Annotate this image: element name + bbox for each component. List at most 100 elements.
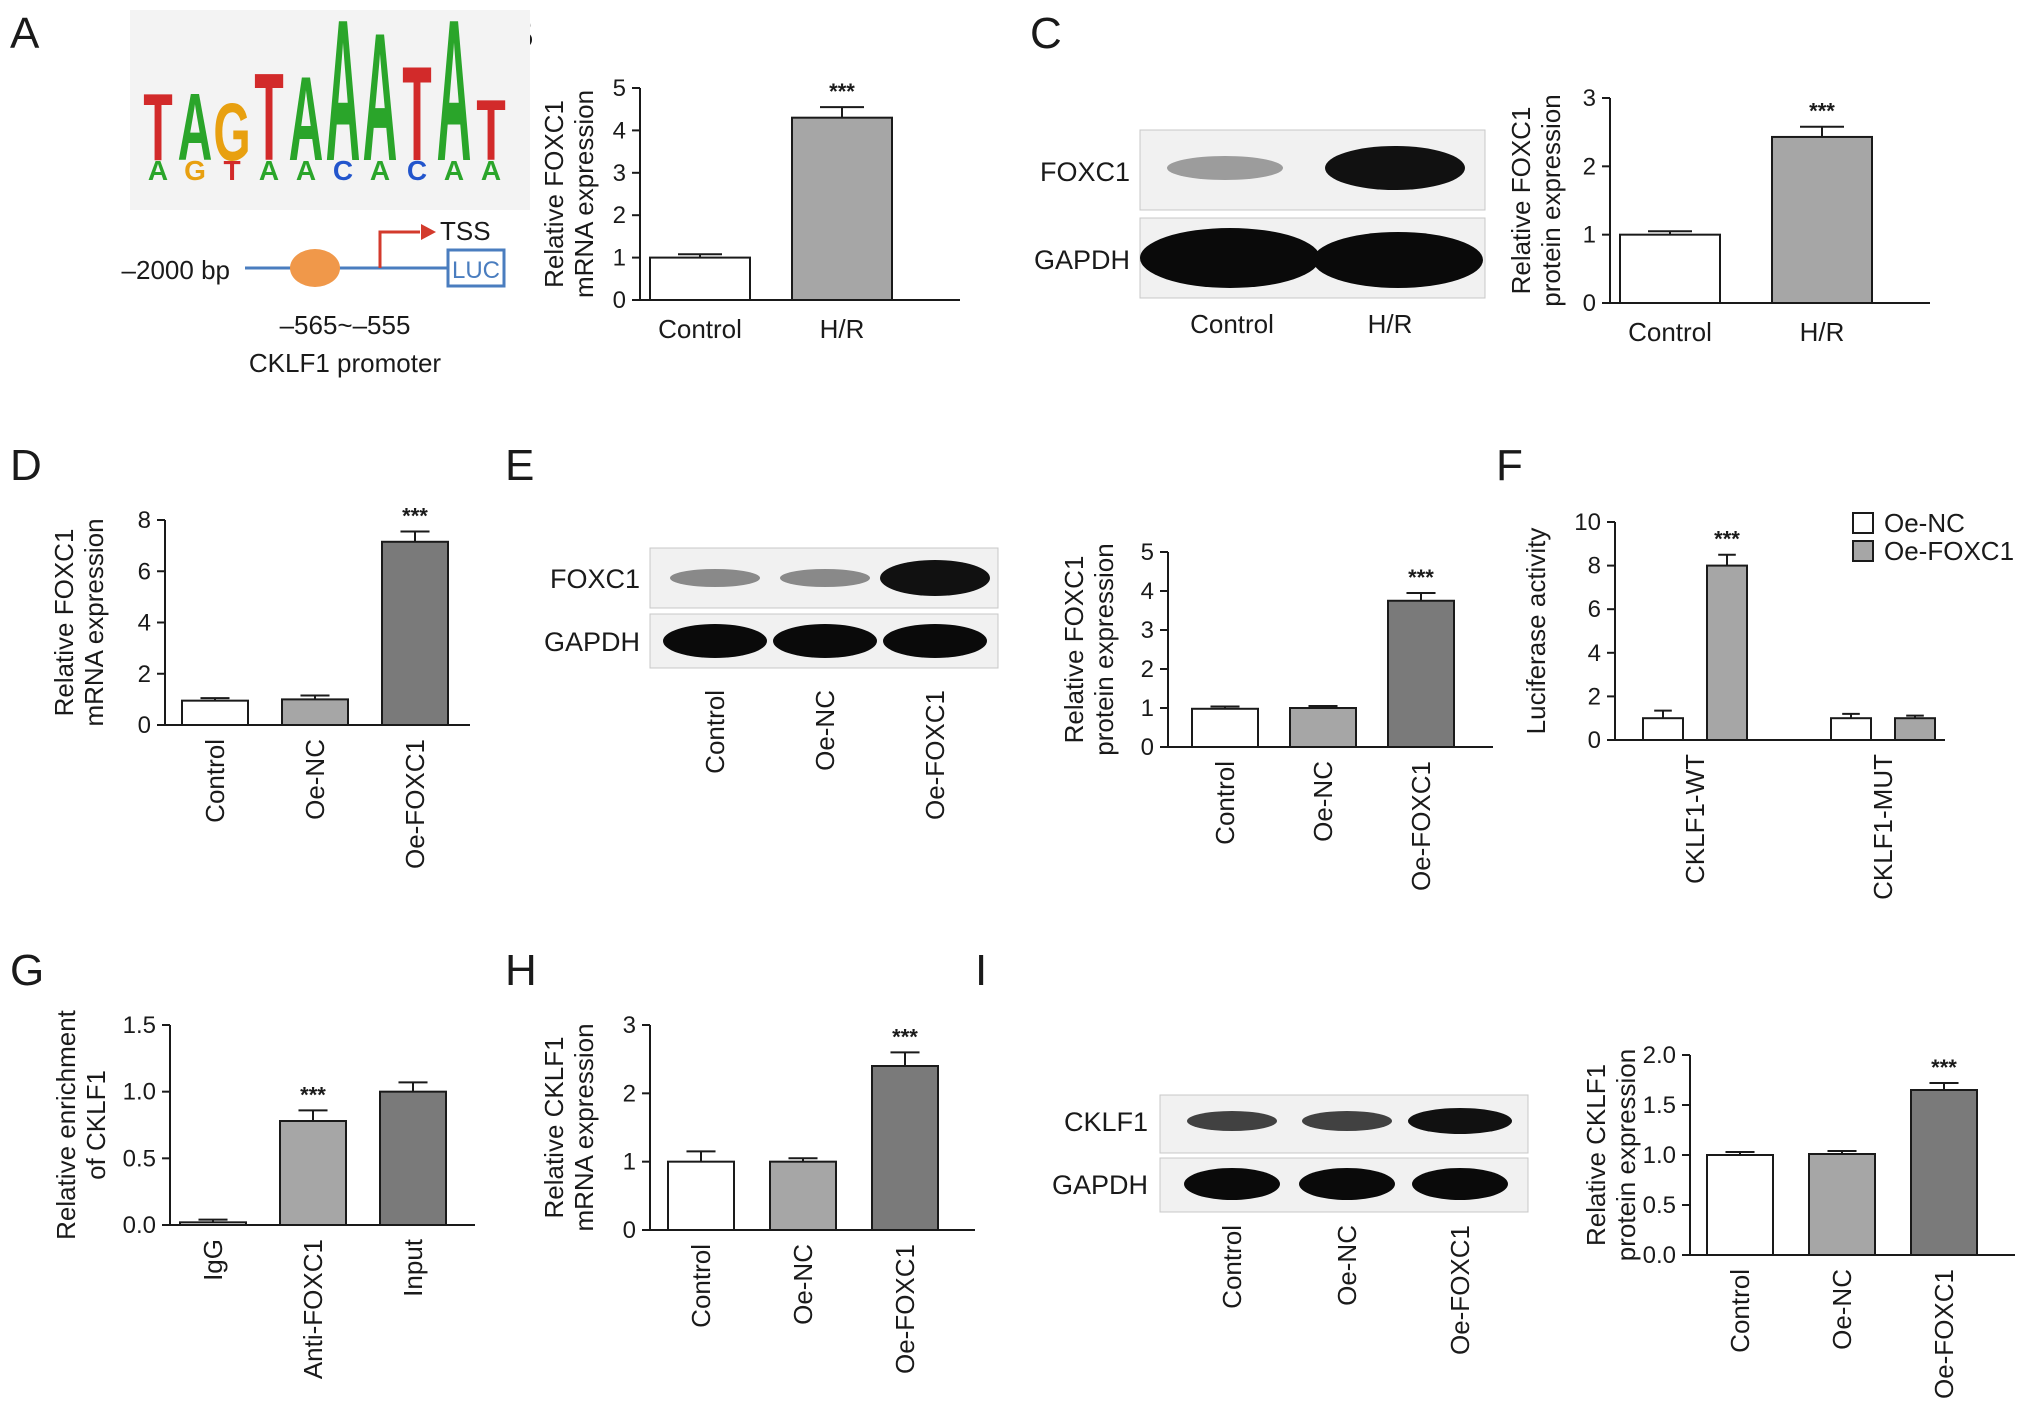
motif-letter: C: [333, 155, 353, 186]
blot-c-row-label: GAPDH: [1034, 245, 1130, 275]
x-tick-label: Control: [200, 739, 230, 823]
y-tick-label: 5: [613, 75, 626, 102]
legend-f: Oe-NC Oe-FOXC1: [1852, 508, 2014, 566]
bar: [1642, 717, 1684, 742]
y-tick-label: 1.5: [1643, 1092, 1676, 1119]
x-tick-label: Anti-FOXC1: [298, 1239, 328, 1379]
x-tick-label: Input: [398, 1238, 428, 1297]
y-tick-label: 0.0: [1643, 1242, 1676, 1269]
y-axis-label: Relative FOXC1: [1506, 107, 1536, 295]
y-tick-label: 0.0: [123, 1212, 156, 1239]
blot-e-row-label: FOXC1: [550, 564, 640, 594]
bar: [379, 1090, 447, 1226]
x-tick-label: IgG: [198, 1239, 228, 1281]
panel-label-d: D: [10, 441, 42, 490]
motif-letter: A: [363, 0, 398, 200]
x-tick-label: Oe-FOXC1: [1406, 761, 1436, 891]
blot-c: FOXC1 GAPDH Control H/R: [1034, 129, 1486, 339]
y-tick-label: 4: [1588, 640, 1601, 667]
blot-i-band: [1302, 1111, 1392, 1131]
chart-d: 0 2 4 6 8 Relative FOXC1 mRNA expression Contro…: [49, 504, 470, 869]
x-tick-label: Oe-FOXC1: [890, 1244, 920, 1374]
panel-a: TA AG GT TA AA AC AA TC AA TA TSS LUC –2000 bp –5…: [122, 0, 530, 378]
x-tick-label: Oe-NC: [1827, 1269, 1857, 1350]
y-axis-label: mRNA expression: [79, 518, 109, 726]
y-tick-label: 0.5: [1643, 1192, 1676, 1219]
x-tick-label: Oe-NC: [788, 1244, 818, 1325]
bar: [381, 540, 449, 726]
x-tick-label: Control: [1725, 1269, 1755, 1353]
chart-g: 0.0 0.5 1.0 1.5 Relative enrichment of CKLF1 I…: [51, 1009, 475, 1379]
x-tick-label: Oe-FOXC1: [1929, 1269, 1959, 1399]
site-label: –565~–555: [280, 310, 411, 340]
blot-e-band: [773, 624, 877, 658]
luc-box: [446, 248, 506, 288]
y-tick-label: 3: [623, 1012, 636, 1039]
motif-background: [130, 10, 530, 210]
blot-i-band: [1408, 1108, 1512, 1134]
y-tick-label: 6: [1588, 596, 1601, 623]
y-axis-label: protein expression: [1089, 543, 1119, 755]
y-tick-label: 1.0: [123, 1079, 156, 1106]
y-axis-label: Relative FOXC1: [49, 529, 79, 717]
blot-i-lane-label: Oe-NC: [1332, 1225, 1362, 1306]
panel-label-i: I: [975, 946, 987, 995]
blot-i-band: [1187, 1111, 1277, 1131]
y-tick-label: 0: [138, 712, 151, 739]
y-axis-label: Relative FOXC1: [1059, 556, 1089, 744]
motif-letter: T: [476, 82, 505, 178]
blot-e-band: [780, 569, 870, 587]
y-tick-label: 5: [1141, 539, 1154, 566]
bar: [1830, 717, 1872, 742]
panel-label-h: H: [505, 946, 537, 995]
y-tick-label: 1.5: [123, 1012, 156, 1039]
y-tick-label: 2.0: [1643, 1042, 1676, 1069]
y-tick-label: 6: [138, 558, 151, 585]
x-tick-label: Control: [1210, 761, 1240, 845]
y-tick-label: 2: [623, 1080, 636, 1107]
bar: [279, 1120, 347, 1226]
y-tick-label: 0: [1588, 727, 1601, 754]
chart-e: 0 1 2 3 4 5 Relative FOXC1 protein expression Co…: [1059, 539, 1493, 891]
bar: [1808, 1153, 1876, 1256]
y-tick-label: 3: [1583, 85, 1596, 112]
legend-swatch-oe-nc: [1852, 512, 1874, 534]
blot-c-band: [1167, 156, 1283, 180]
blot-i-lane-label: Oe-FOXC1: [1445, 1225, 1475, 1355]
motif-letter: A: [370, 155, 390, 186]
blot-c-row-label: FOXC1: [1040, 157, 1130, 187]
motif-letter: T: [143, 74, 172, 182]
y-tick-label: 8: [138, 507, 151, 534]
sequence-logo: TA AG GT TA AA AC AA TC AA TA: [143, 0, 505, 204]
bar: [769, 1160, 837, 1231]
y-tick-label: 0: [1141, 734, 1154, 761]
y-axis-label: Relative CKLF1: [539, 1036, 569, 1218]
motif-letter: A: [289, 52, 324, 186]
x-tick-label: H/R: [1800, 317, 1845, 347]
y-axis-label: Relative FOXC1: [539, 100, 569, 288]
motif-letter: G: [184, 155, 206, 186]
bar: [1619, 233, 1721, 305]
motif-letter: A: [259, 155, 279, 186]
chart-b: 0 1 2 3 4 5 Relative FOXC1 mRNA expression Contr…: [539, 75, 960, 344]
bar: [1894, 717, 1936, 742]
promoter-label: CKLF1 promoter: [249, 348, 442, 378]
motif-letter: A: [296, 155, 316, 186]
y-tick-label: 3: [613, 160, 626, 187]
y-tick-label: 0: [1583, 290, 1596, 317]
blot-e-lane-label: Oe-FOXC1: [920, 690, 950, 820]
bar: [1771, 135, 1873, 304]
motif-letter: A: [326, 0, 361, 204]
y-axis-label: mRNA expression: [569, 1023, 599, 1231]
y-tick-label: 2: [1583, 153, 1596, 180]
x-tick-label: H/R: [820, 314, 865, 344]
blot-i-band: [1184, 1168, 1280, 1200]
significance-label: ***: [1408, 565, 1434, 590]
legend-label: Oe-NC: [1884, 508, 1965, 538]
y-axis-label: Luciferase activity: [1521, 528, 1551, 735]
bar: [181, 699, 249, 726]
motif-letter: A: [437, 0, 472, 204]
x-tick-label: Control: [686, 1244, 716, 1328]
motif-letter: A: [481, 155, 501, 186]
